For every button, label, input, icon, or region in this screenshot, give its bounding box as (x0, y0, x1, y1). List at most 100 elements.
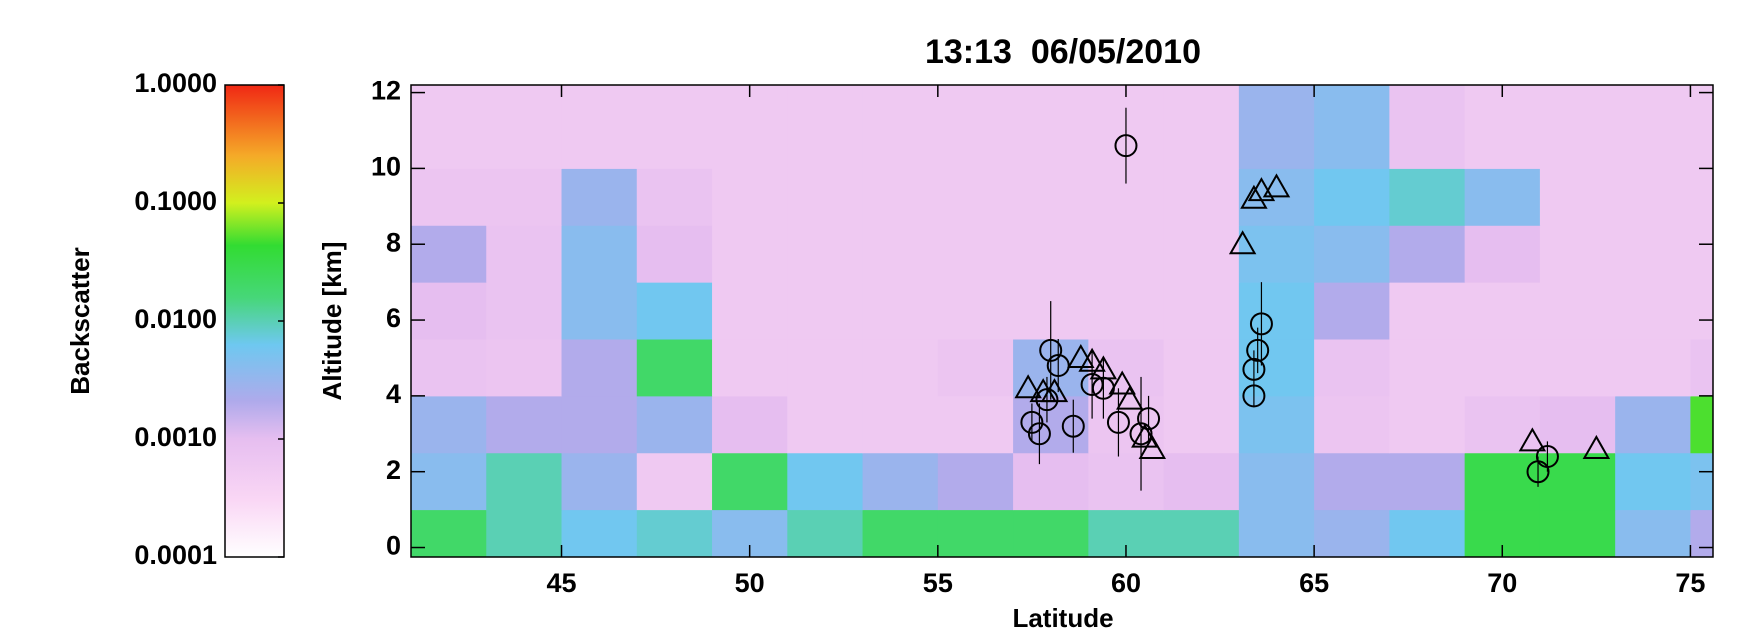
circle-marker (1035, 388, 1059, 412)
y-tick-label: 0 (386, 531, 401, 561)
heat-cell (1690, 339, 1713, 397)
heat-cell (1615, 225, 1691, 283)
heat-cell (1389, 452, 1466, 511)
heat-cell (411, 339, 487, 397)
heat-cell (1690, 85, 1713, 169)
y-tick-label: 2 (386, 455, 401, 485)
heat-cell (636, 339, 713, 397)
heat-cell (1314, 282, 1390, 340)
y-tick-label: 10 (371, 152, 401, 182)
heat-cell (411, 85, 487, 169)
heat-cell (1163, 509, 1240, 557)
heat-cell (1088, 452, 1165, 511)
heat-cell (862, 452, 939, 511)
x-axis-label: Latitude (1012, 603, 1113, 631)
heat-cell (1013, 85, 1089, 169)
heat-cell (937, 452, 1014, 511)
circle-marker (1080, 373, 1104, 397)
heat-cell (486, 395, 563, 454)
heat-cell (1238, 452, 1315, 511)
heat-cell (787, 452, 864, 511)
circle-marker (1129, 422, 1153, 446)
heat-cell (862, 509, 939, 557)
heat-cell (1389, 282, 1466, 340)
x-tick-label: 45 (546, 568, 576, 598)
heatmap (411, 85, 1713, 557)
heat-cell (1464, 452, 1541, 511)
heat-cell (1690, 452, 1713, 511)
circle-marker (1249, 312, 1273, 336)
heat-cell (1615, 168, 1691, 226)
heat-cell (862, 395, 939, 454)
heat-cell (1163, 225, 1240, 283)
heat-cell (486, 85, 563, 169)
heat-cell (486, 168, 563, 226)
heat-cell (712, 225, 788, 283)
triangle-marker (1518, 427, 1547, 452)
triangle-marker (1089, 355, 1118, 380)
y-tick-label: 4 (386, 379, 401, 409)
heat-cell (1389, 509, 1466, 557)
triangle-marker (1116, 385, 1144, 410)
colorbar-label: Backscatter (65, 247, 95, 394)
colorbar-tick-label: 0.1000 (134, 186, 217, 216)
x-tick-label: 50 (735, 568, 765, 598)
y-tick-label: 6 (386, 303, 401, 333)
heat-cell (1464, 395, 1541, 454)
heat-cell (1389, 85, 1466, 169)
y-axis-label: Altitude [km] (317, 242, 347, 401)
heat-cell (636, 168, 713, 226)
heat-cell (1539, 225, 1616, 283)
heat-cell (1539, 395, 1616, 454)
heat-cell (636, 85, 713, 169)
heat-cell (1163, 282, 1240, 340)
heat-cell (712, 395, 788, 454)
heat-cell (1389, 168, 1466, 226)
heat-cell (1088, 339, 1165, 397)
heat-cell (712, 452, 788, 511)
heat-cell (1314, 85, 1390, 169)
heat-cell (411, 168, 487, 226)
triangle-marker (1262, 173, 1291, 198)
heat-cell (1013, 395, 1089, 454)
heat-cell (1690, 395, 1713, 454)
circle-marker (1020, 410, 1044, 434)
heat-cell (1690, 225, 1713, 283)
circle-marker (1061, 414, 1085, 438)
triangle-marker (1240, 184, 1268, 209)
plot-frame (410, 84, 1714, 558)
circle-marker (1106, 410, 1130, 434)
heat-cell (1464, 168, 1541, 226)
heat-cell (1013, 225, 1089, 283)
heat-cell (411, 452, 487, 511)
heat-cell (937, 225, 1014, 283)
heat-cell (636, 452, 713, 511)
triangle-marker (1014, 374, 1042, 399)
heat-cell (1163, 452, 1240, 511)
heat-cell (1464, 339, 1541, 397)
heat-cell (1314, 452, 1390, 511)
triangle-marker (1228, 230, 1257, 255)
heat-cell (712, 85, 788, 169)
heat-cell (561, 509, 638, 557)
heat-cell (411, 395, 487, 454)
heat-cell (411, 509, 487, 557)
circle-marker (1114, 134, 1138, 158)
circle-marker (1039, 338, 1063, 362)
heat-cell (1163, 395, 1240, 454)
heat-cell (1690, 509, 1713, 557)
heat-cell (1389, 339, 1466, 397)
x-tick-label: 55 (923, 568, 953, 598)
heat-cell (1238, 282, 1315, 340)
triangle-marker (1131, 423, 1159, 448)
heat-cell (411, 282, 487, 340)
heat-cell (1314, 509, 1390, 557)
heat-cell (937, 509, 1014, 557)
x-tick-label: 65 (1299, 568, 1329, 598)
heat-cell (862, 168, 939, 226)
heat-cell (862, 85, 939, 169)
x-tick-label: 70 (1487, 568, 1517, 598)
heat-cell (486, 225, 563, 283)
